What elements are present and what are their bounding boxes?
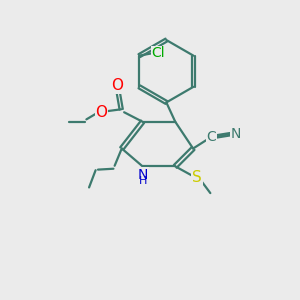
Text: H: H [139, 176, 147, 186]
Text: N: N [231, 127, 241, 141]
Text: O: O [112, 78, 124, 93]
Text: N: N [138, 168, 148, 182]
Text: C: C [207, 130, 216, 144]
Text: S: S [192, 170, 202, 185]
Text: Cl: Cl [152, 46, 165, 60]
Text: O: O [96, 105, 108, 120]
